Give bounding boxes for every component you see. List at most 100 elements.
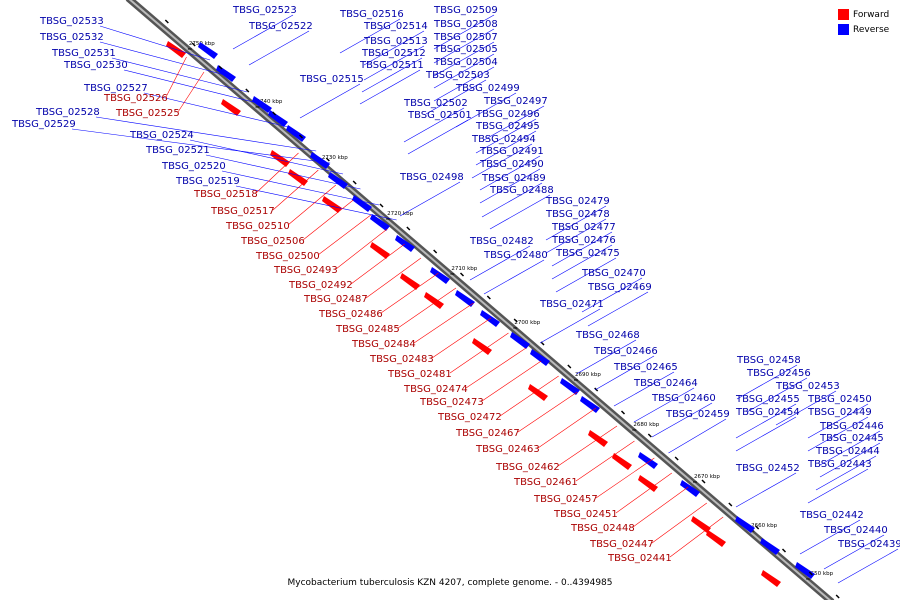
reverse-gene-label: TBSG_02442 xyxy=(799,510,864,521)
gene-marker xyxy=(164,19,169,24)
forward-gene-label: TBSG_02506 xyxy=(240,236,305,247)
reverse-leader-line xyxy=(576,339,637,375)
forward-gene xyxy=(691,516,711,533)
reverse-gene-label: TBSG_02498 xyxy=(399,172,464,183)
reverse-leader-line xyxy=(189,139,344,175)
reverse-leader-line xyxy=(551,244,613,280)
reverse-gene-label: TBSG_02509 xyxy=(433,5,498,16)
reverse-gene-label: TBSG_02501 xyxy=(407,110,472,121)
reverse-gene-label: TBSG_02513 xyxy=(363,36,428,47)
forward-gene-label: TBSG_02510 xyxy=(225,221,290,232)
forward-leader-line xyxy=(465,347,527,389)
forward-leader-line xyxy=(272,169,319,211)
forward-leader-line xyxy=(365,257,422,299)
reverse-gene-label: TBSG_02443 xyxy=(807,459,872,470)
reverse-gene-label: TBSG_02459 xyxy=(665,409,730,420)
forward-leader-line xyxy=(177,71,205,113)
forward-gene xyxy=(221,99,241,116)
gene-marker xyxy=(701,479,706,484)
reverse-gene xyxy=(638,452,658,469)
reverse-leader-line xyxy=(483,105,545,141)
forward-gene xyxy=(761,570,781,587)
reverse-leader-line xyxy=(613,371,675,407)
reverse-gene-label: TBSG_02494 xyxy=(471,134,536,145)
gene-marker xyxy=(647,433,652,438)
forward-leader-line xyxy=(537,407,597,449)
gene-marker xyxy=(513,318,518,323)
legend-item-reverse: Reverse xyxy=(838,22,889,37)
gene-marker xyxy=(325,157,330,162)
reverse-leader-line xyxy=(819,430,881,466)
forward-gene-label: TBSG_02481 xyxy=(387,369,452,380)
forward-gene xyxy=(370,242,390,259)
gene-marker xyxy=(352,180,357,185)
reverse-gene-label: TBSG_02504 xyxy=(433,57,498,68)
forward-gene-label: TBSG_02492 xyxy=(288,280,353,291)
forward-gene xyxy=(472,338,492,355)
forward-leader-line xyxy=(165,56,187,98)
reverse-leader-line xyxy=(71,128,331,164)
reverse-leader-line xyxy=(735,472,797,508)
tick-label: 2740 kbp xyxy=(257,99,283,105)
gene-marker xyxy=(620,410,626,415)
forward-leader-line xyxy=(317,214,372,256)
forward-gene xyxy=(638,475,658,492)
reverse-swatch xyxy=(838,24,849,35)
forward-gene-label: TBSG_02518 xyxy=(193,189,258,200)
reverse-gene-label: TBSG_02476 xyxy=(551,235,616,246)
reverse-gene-label: TBSG_02446 xyxy=(819,421,884,432)
forward-gene xyxy=(270,150,290,167)
reverse-gene-label: TBSG_02466 xyxy=(593,346,658,357)
reverse-gene xyxy=(680,480,700,497)
reverse-leader-line xyxy=(735,403,797,439)
reverse-leader-line xyxy=(469,245,531,281)
reverse-gene-label: TBSG_02502 xyxy=(403,98,468,109)
tick-label: 2680 kbp xyxy=(633,422,659,428)
reverse-gene-label: TBSG_02531 xyxy=(51,48,116,59)
reverse-leader-line xyxy=(433,53,495,89)
reverse-leader-line xyxy=(123,69,262,105)
reverse-gene xyxy=(328,172,348,189)
forward-gene-label: TBSG_02441 xyxy=(607,553,672,564)
forward-leader-line xyxy=(575,440,635,482)
reverse-leader-line xyxy=(799,519,861,555)
reverse-gene-label: TBSG_02479 xyxy=(545,196,610,207)
reverse-leader-line xyxy=(581,277,643,313)
reverse-gene-label: TBSG_02515 xyxy=(299,74,364,85)
reverse-gene-label: TBSG_02482 xyxy=(469,236,534,247)
reverse-leader-line xyxy=(545,205,607,241)
reverse-gene-label: TBSG_02495 xyxy=(475,121,540,132)
reverse-gene-label: TBSG_02478 xyxy=(545,209,610,220)
forward-leader-line xyxy=(350,243,405,285)
forward-gene-label: TBSG_02472 xyxy=(437,412,502,423)
reverse-gene xyxy=(268,110,288,127)
reverse-gene-label: TBSG_02505 xyxy=(433,44,498,55)
reverse-gene-label: TBSG_02468 xyxy=(575,330,640,341)
reverse-gene-label: TBSG_02469 xyxy=(587,282,652,293)
reverse-leader-line xyxy=(668,418,727,454)
reverse-leader-line xyxy=(551,231,613,267)
forward-leader-line xyxy=(595,457,655,499)
reverse-leader-line xyxy=(433,14,495,50)
reverse-gene xyxy=(530,349,550,366)
reverse-gene xyxy=(252,96,272,113)
gene-marker xyxy=(808,571,813,576)
forward-gene xyxy=(288,169,308,186)
reverse-gene-label: TBSG_02514 xyxy=(363,21,428,32)
reverse-leader-line xyxy=(735,416,797,452)
reverse-leader-line xyxy=(823,534,885,570)
reverse-gene-label: TBSG_02521 xyxy=(145,145,210,156)
forward-gene-label: TBSG_02474 xyxy=(403,384,468,395)
forward-gene xyxy=(322,196,342,213)
forward-gene-label: TBSG_02517 xyxy=(210,206,275,217)
forward-leader-line xyxy=(669,516,724,558)
forward-gene-label: TBSG_02473 xyxy=(419,397,484,408)
gene-marker xyxy=(298,134,304,139)
reverse-leader-line xyxy=(471,143,533,179)
reverse-leader-line xyxy=(483,259,545,295)
reverse-leader-line xyxy=(248,30,310,66)
tick-label: 2660 kbp xyxy=(751,523,777,529)
gene-marker xyxy=(781,548,787,553)
reverse-leader-line xyxy=(587,291,649,327)
legend-label-forward: Forward xyxy=(853,9,890,20)
